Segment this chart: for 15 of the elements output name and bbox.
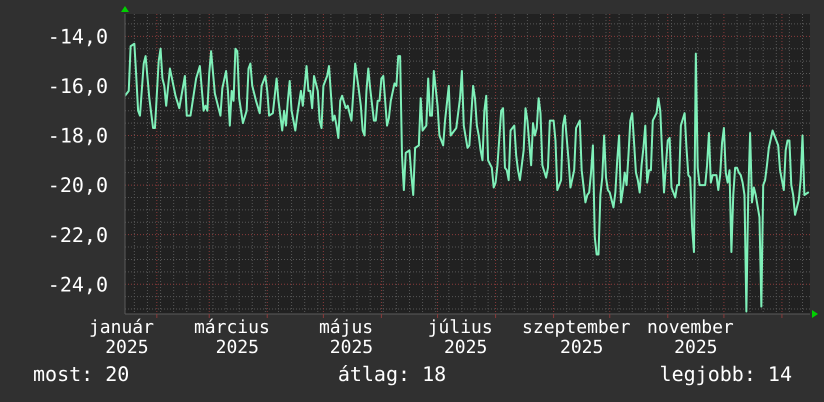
y-tick-label: -14,0 bbox=[48, 24, 108, 48]
y-tick-label: -16,0 bbox=[48, 74, 108, 98]
x-tick-label: szeptember 2025 bbox=[522, 317, 642, 358]
text: átlag: 18 bbox=[338, 362, 446, 386]
x-tick-label: november 2025 bbox=[647, 317, 745, 358]
x-tick-label: március 2025 bbox=[194, 317, 281, 358]
x-tick-label: július 2025 bbox=[428, 317, 504, 358]
x-tick-label: január 2025 bbox=[88, 317, 165, 358]
y-tick-label: -24,0 bbox=[48, 272, 108, 296]
y-tick-label: -20,0 bbox=[48, 173, 108, 198]
y-tick-label: -22,0 bbox=[48, 222, 108, 247]
y-tick-label: -18,0 bbox=[48, 124, 108, 148]
text: most: 20 bbox=[33, 362, 130, 386]
text: legjobb: 14 bbox=[660, 362, 792, 386]
x-tick-label: május 2025 bbox=[318, 317, 384, 358]
